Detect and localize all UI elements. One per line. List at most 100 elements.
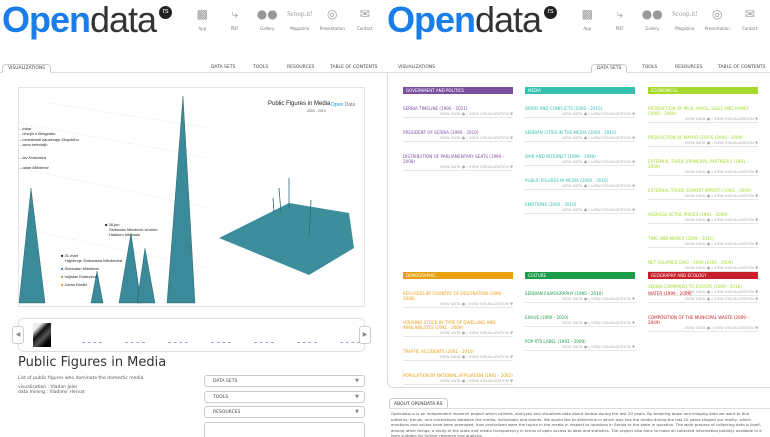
dataset-title-link[interactable]: AVERAGE RETAIL PRICES (1991 - 2009) bbox=[648, 212, 728, 217]
header-link-app[interactable]: ▩ App bbox=[571, 4, 604, 31]
dataset-title-link[interactable]: SERBIAN FILMOGRAPHY (1990 - 2010) bbox=[525, 291, 603, 296]
view-visualization-link[interactable]: VIEW VISUALIZATION bbox=[590, 159, 631, 164]
view-visualization-link[interactable]: VIEW VISUALIZATION bbox=[713, 289, 754, 294]
carousel-thumb[interactable] bbox=[82, 342, 102, 343]
dataset-title-link[interactable]: COMPOSITION OF THE MUNICIPAL WASTE (2009… bbox=[648, 315, 749, 325]
view-data-link[interactable]: VIEW DATA bbox=[561, 344, 583, 349]
view-data-link[interactable]: VIEW DATA bbox=[684, 169, 706, 174]
carousel-thumb[interactable] bbox=[168, 342, 188, 343]
dataset-title-link[interactable]: WORD AND CONFLICTS (2000 - 2010) bbox=[525, 106, 603, 111]
view-data-link[interactable]: VIEW DATA bbox=[561, 296, 583, 301]
carousel-thumb[interactable] bbox=[340, 342, 360, 343]
dataset-title-link[interactable]: PRODUCTION OF MAYOR CROPS (2000 - 2009) bbox=[648, 135, 743, 140]
view-visualization-link[interactable]: VIEW VISUALIZATION bbox=[468, 378, 509, 383]
header-link-contact[interactable]: ✉ Contact bbox=[734, 4, 767, 31]
header-link-pdf[interactable]: ⤷ PDF bbox=[219, 4, 252, 32]
view-data-link[interactable]: VIEW DATA bbox=[561, 135, 583, 140]
header-link-gallery[interactable]: ●● Gallery bbox=[251, 4, 284, 31]
dataset-title-link[interactable]: SERBIAN CITIES IN THE MEDIA (2000 - 2010… bbox=[525, 130, 617, 135]
view-visualization-link[interactable]: VIEW VISUALIZATION bbox=[713, 325, 754, 330]
view-visualization-link[interactable]: VIEW VISUALIZATION bbox=[468, 135, 509, 140]
view-visualization-link[interactable]: VIEW VISUALIZATION bbox=[713, 296, 754, 301]
view-data-link[interactable]: VIEW DATA bbox=[684, 296, 706, 301]
tab-data-sets[interactable]: DATA SETS bbox=[211, 65, 236, 70]
dataset-title-link[interactable]: REFUGEES BY COUNTRY OF DESTINATION (1990… bbox=[403, 291, 504, 301]
view-data-link[interactable]: VIEW DATA bbox=[439, 111, 461, 116]
view-visualization-link[interactable]: VIEW VISUALIZATION bbox=[590, 296, 631, 301]
header-link-presentation[interactable]: ◎ Presentation bbox=[701, 4, 734, 31]
dataset-title-link[interactable]: PUBLIC FIGURES IN MEDIA (2000 - 2010) bbox=[525, 178, 609, 183]
view-visualization-link[interactable]: VIEW VISUALIZATION bbox=[713, 169, 754, 174]
tab-data-sets[interactable]: DATA SETS bbox=[591, 64, 628, 73]
view-visualization-link[interactable]: VIEW VISUALIZATION bbox=[590, 135, 631, 140]
dropdown-data-sets[interactable]: DATA SETS ▼ bbox=[204, 375, 365, 387]
opendata-logo[interactable]: Opendata rs bbox=[387, 2, 558, 38]
view-visualization-link[interactable]: VIEW VISUALIZATION bbox=[713, 193, 754, 198]
dataset-title-link[interactable]: DISTRIBUTION OF PARLIAMENTARY SEATS (199… bbox=[403, 154, 505, 164]
header-link-app[interactable]: ▩ App bbox=[186, 4, 219, 31]
dataset-title-link[interactable]: EXHUE (1990 - 2010) bbox=[525, 315, 569, 320]
dataset-title-link[interactable]: EXTERNAL TRADE (PRINCIPAL PARTNERS) (199… bbox=[648, 159, 749, 169]
tab-tools[interactable]: TOOLS bbox=[642, 65, 658, 70]
tab-resources[interactable]: RESOURCES bbox=[675, 65, 703, 70]
view-visualization-link[interactable]: VIEW VISUALIZATION bbox=[468, 354, 509, 359]
view-visualization-link[interactable]: VIEW VISUALIZATION bbox=[713, 265, 754, 270]
view-data-link[interactable]: VIEW DATA bbox=[684, 193, 706, 198]
tab-visualizations[interactable]: VISUALIZATIONS bbox=[398, 65, 436, 70]
dataset-title-link[interactable]: EMOTIONS (2000 - 2010) bbox=[525, 202, 577, 207]
dataset-title-link[interactable]: HOUSING STOCK BY TYPE OF DWELLING AND AV… bbox=[403, 320, 496, 330]
tab-table-of-contents[interactable]: TABLE OF CONTENTS bbox=[718, 65, 766, 70]
carousel-thumb[interactable] bbox=[211, 342, 231, 343]
header-link-contact[interactable]: ✉ Contact bbox=[349, 4, 382, 31]
header-link-magazine[interactable]: Scoop.it! Magazine bbox=[284, 4, 317, 31]
dataset-title-link[interactable]: POPULATION BY NATIONAL AFFILIATION (1991… bbox=[403, 373, 513, 378]
dataset-title-link[interactable]: PRESIDENT OF SERBIA (1990 - 2010) bbox=[403, 130, 479, 135]
tab-visualizations[interactable]: VISUALIZATIONS bbox=[2, 64, 52, 73]
header-link-magazine[interactable]: Scoop.it! Magazine bbox=[669, 4, 702, 31]
carousel-thumb[interactable] bbox=[254, 342, 274, 343]
view-visualization-link[interactable]: VIEW VISUALIZATION bbox=[590, 111, 631, 116]
view-data-link[interactable]: VIEW DATA bbox=[684, 241, 706, 246]
view-data-link[interactable]: VIEW DATA bbox=[439, 301, 461, 306]
view-data-link[interactable]: VIEW DATA bbox=[684, 265, 706, 270]
carousel-thumb[interactable] bbox=[297, 342, 317, 343]
view-data-link[interactable]: VIEW DATA bbox=[439, 164, 461, 169]
dataset-title-link[interactable]: PRODUCTION OF MILK, WOOL, EGGS AND HONEY… bbox=[648, 106, 749, 116]
view-visualization-link[interactable]: VIEW VISUALIZATION bbox=[468, 111, 509, 116]
carousel-thumbnail[interactable] bbox=[33, 323, 51, 347]
carousel-thumb[interactable] bbox=[125, 342, 145, 343]
view-visualization-link[interactable]: VIEW VISUALIZATION bbox=[590, 344, 631, 349]
opendata-logo[interactable]: Opendata rs bbox=[2, 2, 173, 38]
view-visualization-link[interactable]: VIEW VISUALIZATION bbox=[590, 207, 631, 212]
dataset-title-link[interactable]: EXTERNAL TRADE (EXPORT IMPORT) (1991 - 2… bbox=[648, 188, 752, 193]
view-visualization-link[interactable]: VIEW VISUALIZATION bbox=[713, 217, 754, 222]
carousel-next-button[interactable]: ▶ bbox=[359, 326, 371, 344]
dataset-title-link[interactable]: TRAFFIC ACCIDENTS (2001 - 2010) bbox=[403, 349, 475, 354]
header-link-pdf[interactable]: ⤷ PDF bbox=[604, 4, 637, 32]
dataset-title-link[interactable]: TIME AND MONEY (2009 - 2011) bbox=[648, 236, 714, 241]
tab-resources[interactable]: RESOURCES bbox=[287, 65, 315, 70]
view-data-link[interactable]: VIEW DATA bbox=[561, 111, 583, 116]
view-visualization-link[interactable]: VIEW VISUALIZATION bbox=[713, 116, 754, 121]
dataset-title-link[interactable]: SERBIA TIMELINE (1990 - 2011) bbox=[403, 106, 468, 111]
carousel-prev-button[interactable]: ◀ bbox=[12, 326, 24, 344]
view-data-link[interactable]: VIEW DATA bbox=[439, 378, 461, 383]
view-data-link[interactable]: VIEW DATA bbox=[684, 217, 706, 222]
dropdown-tools[interactable]: TOOLS ▼ bbox=[204, 391, 365, 403]
view-data-link[interactable]: VIEW DATA bbox=[439, 330, 461, 335]
view-data-link[interactable]: VIEW DATA bbox=[439, 354, 461, 359]
view-data-link[interactable]: VIEW DATA bbox=[684, 289, 706, 294]
dropdown-resources[interactable]: RESOURCES ▼ bbox=[204, 406, 365, 418]
view-visualization-link[interactable]: VIEW VISUALIZATION bbox=[468, 301, 509, 306]
dataset-title-link[interactable]: WATER (1999 - 2009) bbox=[648, 291, 692, 296]
view-data-link[interactable]: VIEW DATA bbox=[561, 320, 583, 325]
view-visualization-link[interactable]: VIEW VISUALIZATION bbox=[713, 241, 754, 246]
visualization-canvas[interactable]: Public Figures in Media 2000 - 2010 Open… bbox=[18, 87, 365, 307]
view-visualization-link[interactable]: VIEW VISUALIZATION bbox=[590, 183, 631, 188]
view-data-link[interactable]: VIEW DATA bbox=[684, 116, 706, 121]
view-visualization-link[interactable]: VIEW VISUALIZATION bbox=[590, 320, 631, 325]
header-link-gallery[interactable]: ●● Gallery bbox=[636, 4, 669, 31]
about-tab[interactable]: ABOUT OPENDATA.RS bbox=[389, 398, 448, 409]
dataset-title-link[interactable]: SERBIA COMPARED TO EUROPE (2009 - 2010) bbox=[648, 284, 742, 289]
tab-tools[interactable]: TOOLS bbox=[253, 65, 269, 70]
